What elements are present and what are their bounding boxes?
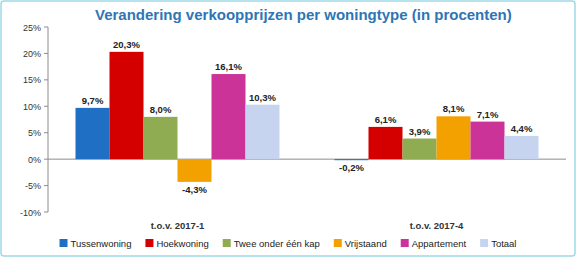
data-label: -0,2% [339, 162, 364, 173]
y-tick-label: 15% [23, 75, 41, 85]
y-tick [44, 79, 48, 80]
y-tick [44, 106, 48, 107]
y-axis [48, 27, 49, 212]
y-tick-label: 5% [28, 128, 41, 138]
bars [76, 52, 539, 182]
bar [369, 127, 403, 159]
y-tick-label: 0% [28, 155, 41, 165]
data-label: 20,3% [113, 39, 140, 50]
data-label: 8,0% [150, 104, 172, 115]
bar [471, 122, 505, 160]
data-label: 4,4% [511, 123, 533, 134]
y-tick [44, 159, 48, 160]
legend-label: Hoekwoning [156, 238, 208, 249]
bar [76, 108, 110, 159]
y-tick-label: 20% [23, 49, 41, 59]
y-tick [44, 132, 48, 133]
legend-swatch [480, 239, 488, 247]
frame [1, 1, 575, 256]
legend-label: Appartement [412, 238, 467, 249]
category-label: t.o.v. 2017-1 [151, 220, 205, 231]
data-label: 9,7% [82, 95, 104, 106]
legend-label: Twee onder één kap [234, 238, 320, 249]
bar [144, 117, 178, 159]
legend-label: Totaal [491, 238, 516, 249]
y-tick [44, 212, 48, 213]
bar [403, 139, 437, 160]
y-tick [44, 27, 48, 28]
legend-label: Vrijstaand [345, 238, 387, 249]
data-label: 10,3% [249, 92, 276, 103]
y-tick-label: -5% [25, 181, 41, 191]
legend-swatch [401, 239, 409, 247]
bar [246, 105, 280, 159]
legend-swatch [60, 239, 68, 247]
bar [178, 159, 212, 182]
legend: Tussenwoning Hoekwoning Twee onder één kap… [60, 238, 517, 249]
bar [505, 136, 539, 159]
bar [212, 74, 246, 159]
data-label: -4,3% [182, 184, 207, 195]
legend-label: Tussenwoning [71, 238, 132, 249]
category-label: t.o.v. 2017-4 [410, 220, 464, 231]
data-label: 8,1% [443, 103, 465, 114]
y-tick-label: 10% [23, 102, 41, 112]
legend-swatch [223, 239, 231, 247]
data-label: 6,1% [375, 114, 397, 125]
bar [110, 52, 144, 159]
y-tick [44, 53, 48, 54]
data-label: 3,9% [409, 126, 431, 137]
chart: Verandering verkoopprijzen per woningtyp… [0, 0, 576, 257]
y-tick [44, 185, 48, 186]
data-label: 16,1% [215, 61, 242, 72]
title: Verandering verkoopprijzen per woningtyp… [95, 6, 512, 23]
bar [437, 116, 471, 159]
y-tick-label: -10% [20, 208, 41, 218]
legend-swatch [334, 239, 342, 247]
legend-swatch [145, 239, 153, 247]
data-labels: 9,7% 20,3% 8,0% -4,3% 16,1% 10,3% -0,2% 6,1% 3,9… [82, 39, 533, 195]
y-tick-label: 25% [23, 23, 41, 33]
data-label: 7,1% [477, 109, 499, 120]
bar [335, 159, 369, 160]
